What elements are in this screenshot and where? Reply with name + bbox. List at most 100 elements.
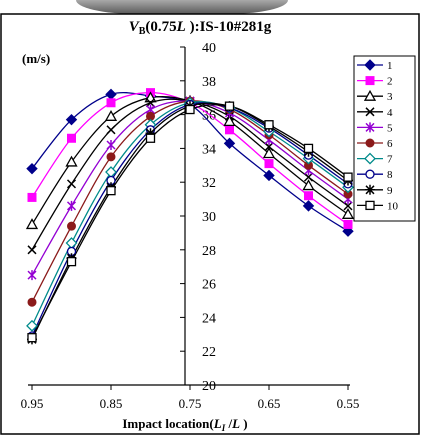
data-point [302,200,315,212]
legend-entry-5: 5 [357,122,393,134]
legend-label: 7 [387,154,393,166]
data-point [343,172,353,182]
data-point [264,120,274,130]
y-tick-label: 30 [202,210,216,225]
data-point [303,172,314,182]
legend-marker [365,138,375,148]
legend: 1 2 3 4 5 6 7 8 9 10 [353,55,416,222]
data-point [67,221,76,231]
data-point [262,147,276,159]
legend-entry-4: 4 [357,107,393,119]
xlabel-l2: L [231,416,240,431]
title-sub: B [139,26,146,37]
y-tick-label: 40 [202,41,216,56]
title-v: V [129,19,141,35]
data-point [27,297,37,307]
legend-entry-1: 1 [357,59,393,72]
data-point [26,162,38,175]
data-point [185,104,195,115]
data-point [104,109,118,121]
data-point [65,155,78,167]
legend-marker [365,122,375,133]
y-tick-label: 26 [202,278,216,293]
axes: 0.95 0.85 0.75 0.65 0.5520222426283032343638… [21,41,360,411]
data-point [302,179,315,191]
legend-marker [363,89,377,101]
data-point [27,192,37,202]
x-tick-label: 0.85 [100,396,123,411]
data-point [223,115,236,127]
y-tick-label: 24 [202,311,216,326]
data-point [145,128,156,139]
y-tick-label: 28 [202,244,216,259]
legend-label: 10 [387,200,399,212]
legend-label: 1 [387,60,393,72]
title-open: (0.75 [145,19,176,35]
data-point [106,140,116,151]
data-point [27,333,37,343]
legend-entry-7: 7 [357,152,393,166]
data-point [66,179,77,189]
legend-label: 3 [387,91,393,103]
data-point [106,185,116,196]
legend-marker [364,152,376,165]
data-point [106,98,116,108]
y-tick-label: 32 [202,176,216,191]
data-point [27,270,37,281]
top-decoration [76,0,288,14]
data-point [264,159,274,169]
series-line-10 [31,104,349,338]
data-point [106,152,116,162]
data-point [225,125,234,135]
legend-label: 8 [387,169,393,181]
data-point [343,201,353,211]
legend-marker [365,107,375,117]
legend-label: 9 [387,185,393,197]
x-tick-label: 0.95 [21,396,44,411]
y-tick-label: 38 [202,75,216,90]
legend-marker [365,76,375,86]
legend-entry-9: 9 [357,184,393,197]
x-axis-label: Impact location(LI /L ) [122,416,247,433]
series-markers-5 [27,96,353,281]
x-tick-label: 0.75 [179,396,202,411]
legend-marker [365,184,375,195]
legend-entry-2: 2 [357,76,393,88]
xlabel-slash: / [225,416,232,431]
legend-label: 6 [387,138,393,150]
data-point [145,98,156,108]
data-point [264,142,274,152]
chart-title: VB(0.75L ):IS-10#281g [129,19,272,37]
data-point [263,169,275,182]
series-line-9 [31,102,349,340]
legend-entry-3: 3 [357,89,393,103]
data-point [67,133,76,143]
data-point [106,125,116,135]
x-tick-label: 0.55 [337,396,360,411]
legend-entry-8: 8 [357,169,393,181]
legend-marker [365,169,375,179]
y-tick-label: 34 [202,142,216,157]
xlabel-main: Impact location( [122,416,213,431]
data-point [65,113,78,126]
y-tick-label: 20 [202,379,216,394]
series-markers [25,88,355,345]
title-close: ):IS-10#281g [186,19,272,35]
data-point [26,319,38,332]
data-point [341,207,355,219]
xlabel-sub: I [221,423,226,433]
series-markers-10 [27,101,353,343]
data-point [224,101,235,111]
data-point [343,219,353,229]
title-l: L [176,19,186,35]
legend-entry-6: 6 [357,138,393,150]
legend-marker [364,59,376,71]
xlabel-close: ) [240,416,248,431]
xlabel-l1: L [213,416,222,431]
legend-entry-10: 10 [357,200,399,212]
legend-label: 5 [387,122,393,134]
data-point [304,191,313,201]
data-point [27,245,37,255]
y-tick-label: 22 [202,345,216,360]
data-point [223,137,236,150]
